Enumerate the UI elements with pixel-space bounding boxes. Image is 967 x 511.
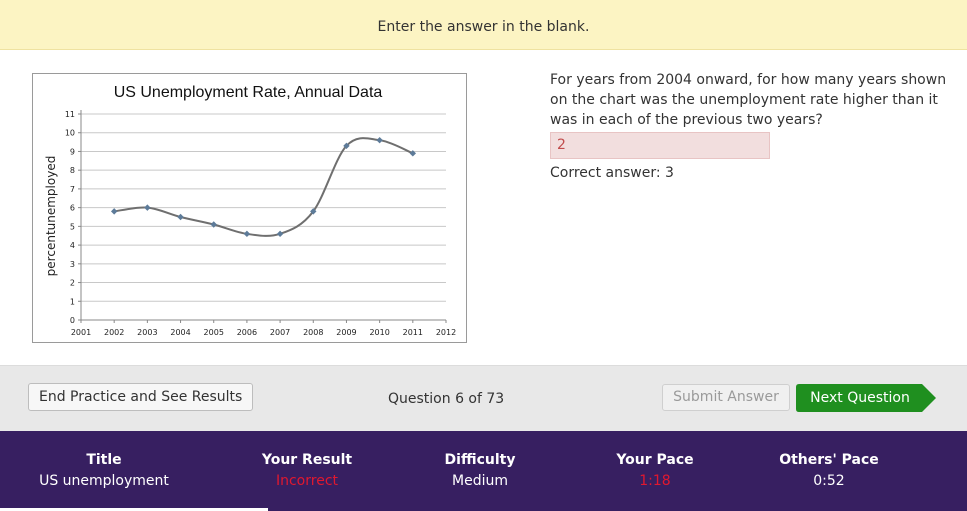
data-point (376, 137, 383, 144)
instruction-banner: Enter the answer in the blank. (0, 0, 967, 50)
y-tick-label: 4 (70, 241, 75, 250)
data-point (210, 221, 217, 228)
x-tick-label: 2010 (369, 328, 389, 337)
y-tick-label: 11 (65, 110, 75, 119)
unemployment-chart: US Unemployment Rate, Annual Data percen… (32, 73, 467, 343)
next-question-label: Next Question (810, 390, 910, 406)
x-tick-label: 2002 (104, 328, 124, 337)
y-tick-label: 2 (70, 279, 75, 288)
stat-difficulty-header: Difficulty (444, 452, 516, 468)
chart-gridlines (81, 113, 446, 321)
x-tick-label: 2005 (204, 328, 224, 337)
stat-difficulty: Difficulty Medium (430, 451, 530, 491)
answer-input[interactable]: 2 (550, 132, 770, 159)
controls-bar: End Practice and See Results Question 6 … (0, 365, 967, 431)
x-tick-label: 2007 (270, 328, 290, 337)
next-arrow-shape (796, 384, 936, 412)
data-point (409, 150, 417, 157)
y-tick-label: 0 (70, 316, 75, 325)
instruction-text: Enter the answer in the blank. (377, 19, 590, 35)
next-question-button[interactable]: Next Question (796, 384, 936, 412)
data-point (110, 208, 118, 215)
question-text: For years from 2004 onward, for how many… (550, 72, 947, 128)
data-point (343, 142, 350, 150)
x-tick-label: 2003 (137, 328, 157, 337)
submit-answer-button[interactable]: Submit Answer (662, 384, 790, 411)
stat-result-header: Your Result (261, 452, 353, 468)
x-tick-label: 2008 (303, 328, 323, 337)
stats-footer: Title US unemployment Your Result Incorr… (0, 431, 967, 511)
y-tick-label: 5 (70, 222, 75, 231)
stat-title: Title US unemployment (34, 451, 174, 491)
stat-your-pace-value: 1:18 (639, 473, 671, 489)
x-tick-label: 2004 (170, 328, 190, 337)
x-tick-label: 2011 (403, 328, 423, 337)
data-point (144, 204, 151, 211)
stat-result: Your Result Incorrect (242, 451, 372, 491)
stat-others-pace-header: Others' Pace (779, 452, 879, 468)
x-tick-label: 2012 (436, 328, 456, 337)
x-tick-label: 2009 (336, 328, 356, 337)
y-tick-label: 7 (70, 185, 75, 194)
stat-result-value: Incorrect (275, 473, 339, 489)
footer-notch (0, 508, 268, 511)
data-point (177, 213, 184, 221)
y-tick-label: 1 (70, 297, 75, 306)
y-tick-label: 8 (70, 166, 75, 175)
chart-y-axis-label: percentunemployed (44, 156, 58, 277)
chart-series (110, 137, 417, 238)
stat-your-pace-header: Your Pace (616, 452, 694, 468)
stat-title-value: US unemployment (39, 473, 169, 489)
data-point (243, 230, 251, 238)
y-tick-label: 3 (70, 260, 75, 269)
chart-axes: 0 1 2 3 4 5 6 7 8 9 10 11 2001 2002 2003 2004 2005 2006 20… (65, 110, 456, 337)
question-counter: Question 6 of 73 (388, 391, 505, 407)
series-line (114, 137, 414, 237)
correct-answer-text: Correct answer: 3 (550, 165, 674, 181)
stat-difficulty-value: Medium (452, 473, 508, 489)
y-tick-label: 6 (70, 204, 75, 213)
end-practice-button[interactable]: End Practice and See Results (28, 383, 254, 411)
stat-others-pace-value: 0:52 (813, 473, 845, 489)
stat-others-pace: Others' Pace 0:52 (770, 451, 888, 491)
y-tick-label: 10 (65, 129, 75, 138)
chart-canvas: US Unemployment Rate, Annual Data percen… (44, 84, 456, 337)
stat-your-pace: Your Pace 1:18 (600, 451, 710, 491)
x-tick-label: 2006 (237, 328, 257, 337)
y-tick-label: 9 (70, 147, 75, 156)
x-tick-label: 2001 (71, 328, 91, 337)
chart-title: US Unemployment Rate, Annual Data (114, 84, 383, 101)
data-point (310, 208, 317, 215)
question-panel: For years from 2004 onward, for how many… (550, 70, 950, 181)
stat-title-header: Title (86, 452, 122, 468)
data-point (276, 230, 284, 238)
